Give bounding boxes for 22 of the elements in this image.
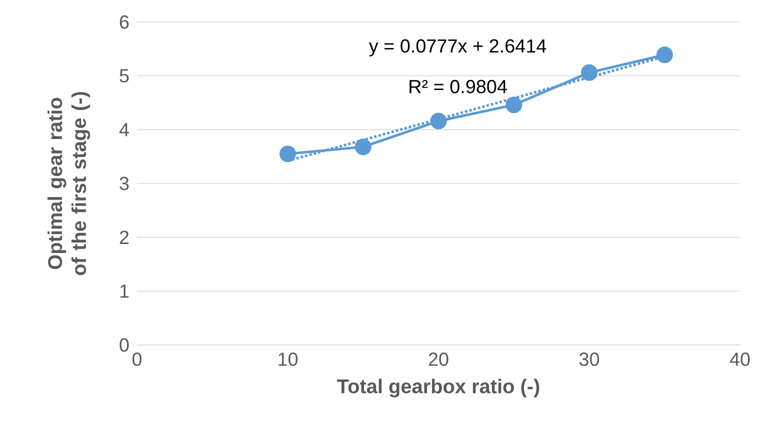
x-tick-label: 10 (278, 352, 298, 366)
annotation: R² = 0.9804 (410, 80, 507, 94)
point (430, 112, 447, 130)
y-tick-label: 1 (120, 284, 129, 298)
y-tick-label: 6 (120, 15, 129, 29)
y-axis-title: Optimal gear ratio of the first stage (-) (48, 92, 90, 276)
x-tick-label: 0 (132, 352, 142, 366)
point (656, 46, 673, 64)
annotation: y = 0.0777x + 2.6414 (368, 39, 546, 56)
y-tick-label: 2 (120, 230, 129, 244)
y-tick-label: 4 (119, 123, 129, 136)
x-axis-title: Total gearbox ratio (-) (337, 378, 540, 398)
y-tick-label: 5 (120, 69, 129, 82)
point (279, 146, 296, 162)
y-tick-label: 0 (120, 338, 129, 352)
point (354, 138, 372, 156)
x-tick-label: 30 (579, 352, 600, 366)
x-tick-label: 40 (730, 352, 750, 366)
point (506, 96, 522, 114)
point (580, 64, 598, 81)
y-tick-label: 3 (120, 176, 129, 190)
x-tick-label: 20 (428, 352, 448, 366)
